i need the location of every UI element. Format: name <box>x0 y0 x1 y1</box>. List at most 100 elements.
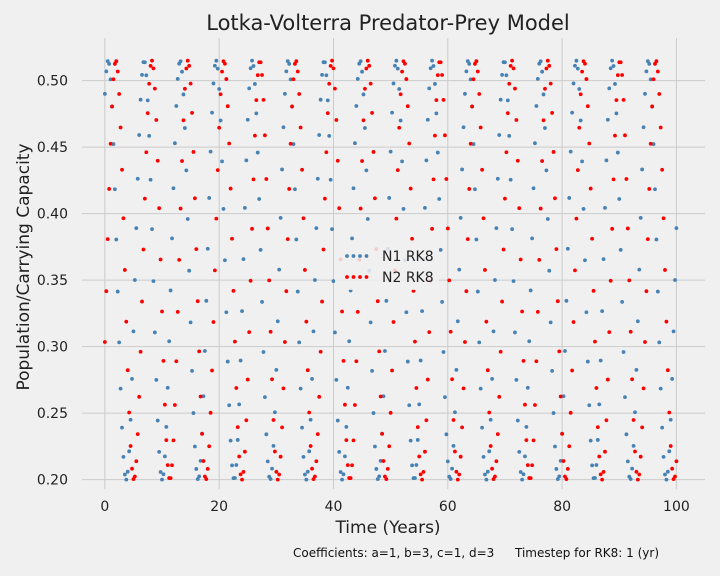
data-point <box>165 385 170 390</box>
data-point <box>488 417 493 422</box>
data-point <box>247 330 252 334</box>
data-point <box>611 177 616 182</box>
data-point <box>181 118 186 123</box>
data-point <box>633 449 637 454</box>
series-2 <box>102 58 679 482</box>
data-point <box>471 77 476 82</box>
data-point <box>147 133 152 138</box>
data-point <box>445 459 450 464</box>
data-point <box>443 133 447 138</box>
data-point <box>317 394 322 399</box>
data-point <box>454 469 459 474</box>
data-point <box>360 69 364 74</box>
data-point <box>334 377 339 382</box>
data-point <box>125 469 130 474</box>
chart-title: Lotka-Volterra Predator-Prey Model <box>206 11 570 35</box>
data-point <box>493 278 497 282</box>
data-point <box>660 425 665 430</box>
legend-marker <box>358 254 362 258</box>
data-point <box>111 142 116 146</box>
data-point <box>227 403 232 408</box>
data-point <box>361 118 366 123</box>
data-point <box>393 63 397 68</box>
data-point <box>584 310 589 315</box>
data-point <box>162 402 167 407</box>
x-tick-label: 80 <box>553 499 571 515</box>
data-point <box>102 91 107 96</box>
data-point <box>331 279 336 284</box>
data-point <box>444 177 449 181</box>
data-point <box>250 226 254 231</box>
data-point <box>144 150 149 155</box>
data-point <box>188 320 193 325</box>
data-point <box>348 476 353 480</box>
data-point <box>670 466 675 471</box>
data-point <box>585 104 590 109</box>
data-point <box>443 395 447 400</box>
data-point <box>638 216 643 220</box>
data-point <box>280 425 284 430</box>
data-point <box>341 472 346 477</box>
data-point <box>234 463 239 467</box>
data-point <box>184 66 189 71</box>
data-point <box>440 300 444 304</box>
timestep-note: Timestep for RK8: 1 (yr) <box>514 546 659 560</box>
data-point <box>534 359 539 364</box>
data-point <box>242 205 247 210</box>
data-point <box>533 141 537 146</box>
data-point <box>390 110 394 115</box>
data-point <box>478 125 483 130</box>
data-point <box>354 359 359 364</box>
data-point <box>270 466 274 471</box>
data-point <box>580 69 585 74</box>
legend: N1 RK8 N2 RK8 <box>335 242 439 290</box>
data-point <box>323 60 327 65</box>
data-point <box>363 126 367 130</box>
data-point <box>121 216 126 221</box>
data-point <box>344 438 349 443</box>
data-point <box>293 187 297 192</box>
data-point <box>505 98 510 103</box>
data-point <box>621 350 626 354</box>
data-point <box>595 425 600 430</box>
data-point <box>547 268 552 273</box>
data-point <box>112 187 117 192</box>
data-point <box>383 349 387 353</box>
data-point <box>350 463 354 468</box>
data-point <box>287 187 292 191</box>
data-point <box>665 469 670 474</box>
data-point <box>671 329 676 334</box>
data-point <box>207 444 212 449</box>
data-point <box>598 472 603 477</box>
data-point <box>417 402 422 407</box>
data-point <box>413 476 417 480</box>
data-point <box>241 257 246 262</box>
data-point <box>553 196 557 201</box>
data-point <box>255 150 260 155</box>
data-point <box>615 73 620 78</box>
data-point <box>585 359 590 364</box>
data-point <box>573 63 577 68</box>
data-point <box>132 278 137 282</box>
y-tick-label: 0.40 <box>37 207 68 223</box>
data-point <box>277 472 282 477</box>
data-point <box>614 98 619 103</box>
data-point <box>414 463 419 467</box>
data-point <box>577 125 582 130</box>
data-point <box>525 463 530 468</box>
data-point <box>140 73 144 77</box>
data-point <box>328 177 333 182</box>
data-point <box>537 258 542 262</box>
data-point <box>495 176 500 181</box>
data-point <box>300 167 304 172</box>
data-point <box>440 73 444 77</box>
data-point <box>105 237 110 242</box>
data-point <box>174 104 179 108</box>
data-point <box>448 329 453 334</box>
data-point <box>283 91 287 96</box>
data-point <box>387 444 392 449</box>
data-point <box>134 226 139 230</box>
data-point <box>198 394 203 399</box>
data-point <box>505 111 510 116</box>
data-point <box>433 133 437 138</box>
